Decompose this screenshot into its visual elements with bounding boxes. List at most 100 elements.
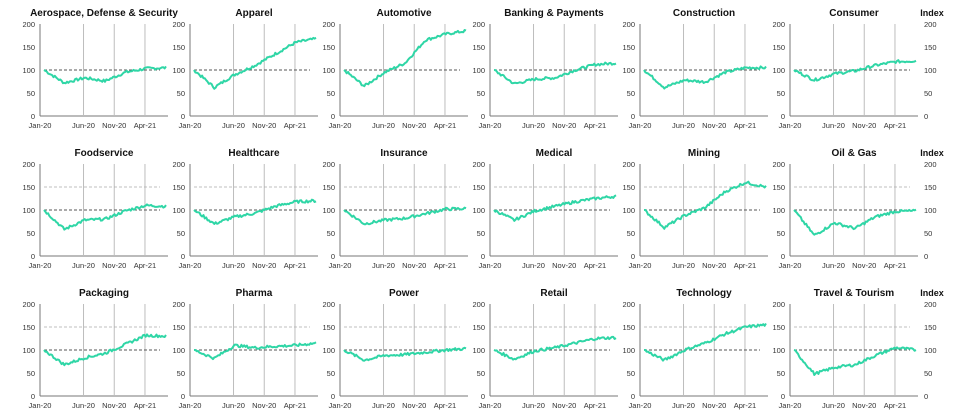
x-tick-label: Jun-20 [822,121,845,130]
y-tick-label: 200 [322,20,335,29]
x-tick-label: Nov-20 [402,401,426,410]
y-tick-label-right: 0 [924,252,928,261]
series-line [343,29,467,88]
x-tick-label: Nov-20 [252,401,276,410]
x-tick-label: Jun-20 [522,121,545,130]
x-tick-label: Apr-21 [134,261,157,270]
x-tick-label: Nov-20 [102,121,126,130]
y-tick-label: 150 [22,323,35,332]
x-tick-label: Jan-20 [779,401,802,410]
y-tick-label: 0 [31,252,35,261]
x-tick-label: Apr-21 [884,261,907,270]
y-tick-label: 150 [622,43,635,52]
series-line [193,36,317,90]
y-tick-label: 100 [322,206,335,215]
y-tick-label: 50 [627,89,635,98]
y-tick-label: 0 [631,252,635,261]
y-tick-label: 100 [322,346,335,355]
y-tick-label: 100 [172,206,185,215]
x-tick-label: Jun-20 [522,261,545,270]
y-tick-label: 50 [327,89,335,98]
series-line [643,65,767,90]
y-tick-label: 200 [322,160,335,169]
chart-panel: Technology 0 50 100 150 200 Jan-20 Jun-20 Nov-20… [622,288,768,410]
x-tick-label: Jan-20 [779,261,802,270]
x-tick-label: Jan-20 [179,261,202,270]
y-tick-label-right: 50 [924,89,932,98]
x-tick-label: Nov-20 [702,121,726,130]
x-tick-label: Apr-21 [284,121,307,130]
y-tick-label: 200 [772,160,785,169]
series-line [644,180,767,230]
y-tick-label: 200 [622,20,635,29]
x-tick-label: Apr-21 [734,261,757,270]
y-tick-label: 150 [322,183,335,192]
chart-title: Medical [536,148,573,159]
y-tick-label: 100 [472,346,485,355]
x-tick-label: Jan-20 [629,261,652,270]
y-tick-label: 200 [772,300,785,309]
series-line [493,61,617,85]
chart-panel: Aerospace, Defense & Security 0 50 100 150 20… [22,8,178,130]
chart-title: Foodservice [75,148,134,159]
x-tick-label: Jan-20 [479,261,502,270]
index-axis-label: Index [920,148,944,158]
y-tick-label: 0 [781,392,785,401]
y-tick-label: 100 [472,66,485,75]
y-tick-label: 50 [27,369,35,378]
x-tick-label: Apr-21 [434,121,457,130]
chart-title: Packaging [79,288,129,299]
y-tick-label: 100 [322,66,335,75]
y-tick-label: 100 [772,66,785,75]
y-tick-label: 150 [772,183,785,192]
y-tick-label: 100 [622,346,635,355]
x-tick-label: Jun-20 [222,401,245,410]
x-tick-label: Nov-20 [852,401,876,410]
chart-panel: Medical 0 50 100 150 200 Jan-20 Jun-20 Nov-20 Apr… [472,148,618,270]
y-tick-label: 200 [22,300,35,309]
y-tick-label: 200 [22,20,35,29]
x-tick-label: Nov-20 [852,121,876,130]
y-tick-label: 50 [177,89,185,98]
x-tick-label: Nov-20 [402,121,426,130]
x-tick-label: Apr-21 [134,121,157,130]
x-tick-label: Nov-20 [552,261,576,270]
x-tick-label: Jan-20 [479,401,502,410]
y-tick-label: 50 [327,369,335,378]
y-tick-label: 0 [181,392,185,401]
y-tick-label-right: 150 [924,43,937,52]
series-line [43,65,167,85]
x-tick-label: Apr-21 [884,121,907,130]
y-tick-label: 0 [631,392,635,401]
y-tick-label: 200 [622,160,635,169]
y-tick-label-right: 200 [924,160,937,169]
chart-panel: Oil & Gas 0 50 100 150 200 0 50 100 150 200 Index Ja… [772,148,943,270]
y-tick-label: 200 [472,20,485,29]
y-tick-label: 200 [172,300,185,309]
y-tick-label: 150 [772,323,785,332]
y-tick-label: 150 [322,43,335,52]
x-tick-label: Nov-20 [102,261,126,270]
x-tick-label: Nov-20 [252,121,276,130]
series-line [493,194,617,222]
chart-title: Pharma [236,288,273,299]
y-tick-label-right: 200 [924,300,937,309]
y-tick-label-right: 50 [924,369,932,378]
x-tick-label: Jan-20 [329,261,352,270]
y-tick-label: 50 [27,89,35,98]
series-line [644,322,767,362]
chart-title: Technology [676,288,732,299]
series-line [493,335,617,361]
y-tick-label-right: 100 [924,206,937,215]
y-tick-label-right: 0 [924,392,928,401]
chart-panel: Packaging 0 50 100 150 200 Jan-20 Jun-20 Nov-20 A… [22,288,168,410]
chart-title: Travel & Tourism [814,288,895,299]
y-tick-label: 100 [472,206,485,215]
x-tick-label: Apr-21 [584,261,607,270]
y-tick-label: 0 [481,392,485,401]
chart-title: Oil & Gas [831,148,876,159]
x-tick-label: Jan-20 [329,401,352,410]
y-tick-label-right: 100 [924,346,937,355]
x-tick-label: Jun-20 [372,261,395,270]
x-tick-label: Jun-20 [72,121,95,130]
